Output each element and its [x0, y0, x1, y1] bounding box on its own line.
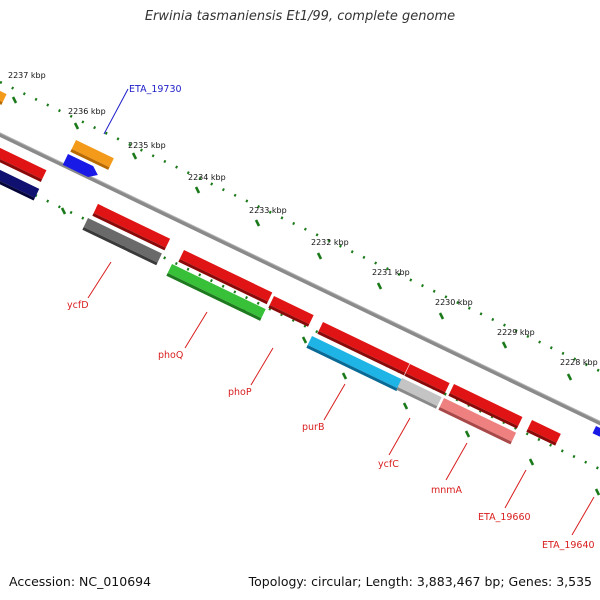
gene-label[interactable]: phoP: [228, 387, 252, 398]
inner-tick-ring: [0, 176, 600, 471]
tick-label: 2232 kbp: [311, 238, 349, 247]
map-title: Erwinia tasmaniensis Et1/99, complete ge…: [144, 9, 456, 24]
gene-red-3[interactable]: [178, 250, 273, 305]
tick-label: 2235 kbp: [128, 141, 166, 150]
leader-lines: [87, 88, 595, 536]
gene-label[interactable]: ETA_19730: [129, 84, 182, 95]
gene-lightgray[interactable]: [396, 378, 442, 409]
gene-green[interactable]: [166, 264, 266, 321]
gene-label[interactable]: purB: [302, 422, 324, 433]
gene-blue-arrow[interactable]: [62, 154, 101, 180]
genome-backbone-highlight: [0, 132, 600, 422]
gene-red-5[interactable]: [317, 322, 410, 376]
gene-label[interactable]: ycfD: [67, 300, 89, 311]
gene-red-4[interactable]: [268, 296, 314, 327]
tick-label: 2233 kbp: [249, 206, 287, 215]
outer-major-ticks: [11, 96, 573, 381]
tick-label: 2236 kbp: [68, 107, 106, 116]
tick-label: 2231 kbp: [372, 268, 410, 277]
outer-tick-ring: [0, 80, 600, 373]
tick-label: 2228 kbp: [560, 358, 598, 367]
gene-label[interactable]: ETA_19640: [542, 540, 595, 551]
gene-red-2[interactable]: [92, 204, 171, 251]
tick-label: 2229 kbp: [497, 328, 535, 337]
tick-label: 2230 kbp: [435, 298, 473, 307]
gene-red-1[interactable]: [0, 146, 47, 182]
accession-text: Accession: NC_010694: [9, 574, 152, 589]
tick-label: 2234 kbp: [188, 173, 226, 182]
gene-cyan[interactable]: [306, 336, 403, 392]
gene-pink[interactable]: [438, 398, 517, 445]
gene-label[interactable]: ycfC: [378, 459, 399, 470]
gene-gray[interactable]: [82, 218, 162, 266]
gene-red-6[interactable]: [404, 364, 450, 395]
gene-red-8[interactable]: [526, 420, 561, 446]
gene-label[interactable]: phoQ: [158, 350, 183, 361]
gene-label[interactable]: ETA_19660: [478, 512, 531, 523]
gene-navy[interactable]: [0, 168, 40, 201]
gene-orange-partial[interactable]: [0, 88, 7, 105]
genome-backbone: [0, 132, 600, 426]
gene-blue-edge[interactable]: [592, 426, 600, 437]
gene-red-7[interactable]: [448, 384, 523, 429]
gene-orange[interactable]: [70, 140, 114, 170]
tick-label: 2237 kbp: [8, 71, 46, 80]
gene-label[interactable]: mnmA: [431, 485, 463, 496]
genome-summary-text: Topology: circular; Length: 3,883,467 bp…: [248, 574, 592, 589]
